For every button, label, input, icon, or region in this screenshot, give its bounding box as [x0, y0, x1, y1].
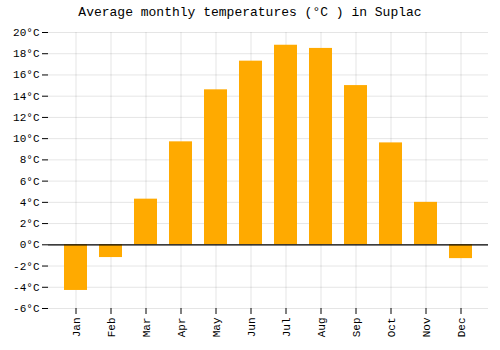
- svg-text:18°C: 18°C: [13, 48, 40, 60]
- svg-text:8°C: 8°C: [20, 154, 40, 166]
- svg-text:Nov: Nov: [421, 317, 433, 337]
- svg-text:Aug: Aug: [316, 318, 328, 338]
- svg-text:Feb: Feb: [106, 318, 118, 338]
- svg-text:14°C: 14°C: [13, 91, 40, 103]
- svg-text:0°C: 0°C: [20, 239, 40, 251]
- svg-text:4°C: 4°C: [20, 197, 40, 209]
- svg-text:16°C: 16°C: [13, 69, 40, 81]
- svg-text:-6°C: -6°C: [13, 303, 40, 315]
- svg-text:Jun: Jun: [246, 318, 258, 338]
- svg-text:Jan: Jan: [71, 318, 83, 338]
- svg-text:12°C: 12°C: [13, 112, 40, 124]
- svg-text:Jul: Jul: [281, 318, 293, 338]
- svg-text:-4°C: -4°C: [13, 282, 40, 294]
- html-text:Average monthly temperatures (: Average monthly temperatures (°C ) in Su…: [78, 5, 422, 20]
- svg-text:Sep: Sep: [351, 318, 363, 338]
- svg-text:Oct: Oct: [386, 318, 398, 338]
- svg-text:-2°C: -2°C: [13, 261, 40, 273]
- svg-text:May: May: [211, 317, 223, 337]
- svg-text:2°C: 2°C: [20, 218, 40, 230]
- svg-text:Mar: Mar: [141, 318, 153, 338]
- svg-text:Dec: Dec: [456, 318, 468, 338]
- svg-text:20°C: 20°C: [13, 27, 40, 39]
- svg-text:10°C: 10°C: [13, 133, 40, 145]
- svg-text:6°C: 6°C: [20, 176, 40, 188]
- svg-text:Apr: Apr: [176, 318, 188, 338]
